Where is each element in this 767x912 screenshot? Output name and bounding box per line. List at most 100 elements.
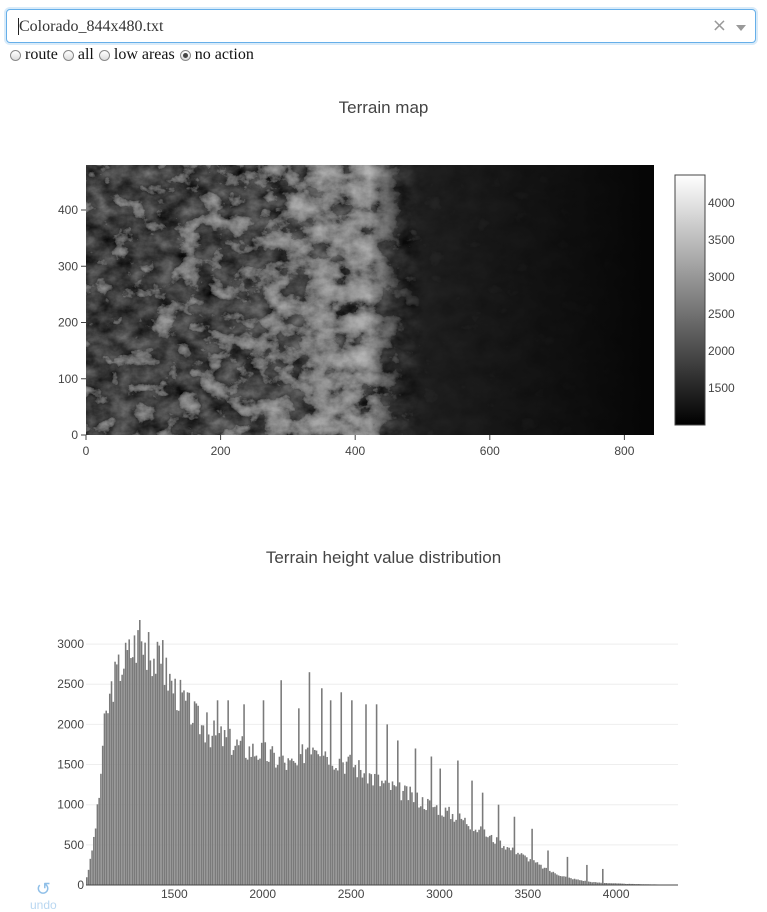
- histogram-bar: [285, 769, 288, 885]
- histogram-bar: [230, 754, 233, 885]
- heatmap-x-tick-label: 200: [211, 444, 231, 458]
- histogram-bar: [589, 881, 592, 885]
- histogram-bar: [163, 684, 166, 885]
- histogram-bar: [614, 883, 616, 885]
- histogram-bar: [253, 756, 256, 885]
- histogram-bar: [154, 673, 157, 885]
- histogram-bar: [603, 883, 606, 885]
- histogram-bar: [372, 785, 374, 885]
- histogram-bar: [368, 773, 371, 885]
- histogram-bar: [375, 704, 378, 885]
- histogram-bar: [571, 879, 574, 885]
- histogram-bar: [591, 882, 593, 885]
- histogram-bar: [556, 874, 558, 885]
- histogram-bar: [437, 814, 440, 885]
- histogram-bar: [151, 676, 153, 885]
- radio-low-areas[interactable]: low areas: [98, 46, 175, 64]
- histogram-bar: [266, 761, 268, 885]
- histogram-bar: [444, 807, 447, 885]
- histogram-bar: [541, 868, 544, 885]
- histogram-bar: [296, 765, 298, 885]
- histogram-bar: [268, 761, 270, 885]
- histogram-bar: [481, 792, 484, 885]
- clear-icon[interactable]: ×: [711, 15, 727, 36]
- histogram-bar: [398, 782, 401, 885]
- heatmap-y-tick-label: 400: [58, 203, 78, 217]
- undo-button[interactable]: ↺ undo: [30, 880, 57, 912]
- histogram-title: Terrain height value distribution: [265, 548, 502, 567]
- file-select[interactable]: Colorado_844x480.txt ×: [6, 9, 756, 43]
- histogram-bar: [587, 881, 590, 885]
- histogram-bar: [273, 752, 275, 885]
- histogram-bar: [305, 749, 307, 885]
- histogram-bar: [624, 883, 627, 885]
- histogram-bar: [570, 878, 572, 885]
- radio-route[interactable]: route: [10, 46, 58, 64]
- histogram-bar: [248, 746, 251, 885]
- histogram-bar: [598, 882, 601, 885]
- histogram-x-tick-label: 3000: [426, 887, 453, 901]
- histogram-bar: [513, 816, 516, 885]
- undo-icon: ↺: [35, 879, 51, 899]
- heatmap-x-tick-label: 400: [345, 444, 365, 458]
- histogram-bar: [356, 777, 358, 885]
- histogram-bar: [495, 837, 498, 885]
- histogram-bar: [626, 883, 629, 885]
- histogram-bar: [289, 760, 291, 885]
- histogram-bar: [469, 829, 472, 885]
- histogram-bar: [147, 632, 150, 885]
- histogram-bar: [237, 745, 240, 885]
- radio-low-areas-button[interactable]: [98, 49, 110, 61]
- histogram-bar: [600, 882, 602, 885]
- histogram-bar: [458, 813, 461, 885]
- histogram-bar: [573, 878, 576, 885]
- histogram-bar: [379, 786, 381, 885]
- histogram-bar: [511, 847, 514, 885]
- histogram-bar: [389, 789, 392, 885]
- heatmap-x-tick-label: 800: [614, 444, 634, 458]
- histogram-bar: [262, 700, 265, 885]
- histogram-bar: [177, 710, 180, 885]
- histogram-bar: [223, 730, 226, 885]
- histogram-bar: [174, 678, 176, 885]
- histogram-bar: [499, 840, 502, 885]
- histogram-bar: [515, 854, 517, 885]
- histogram-bar: [335, 768, 337, 885]
- histogram-bar: [453, 821, 456, 885]
- histogram-bar: [395, 786, 397, 885]
- histogram-bar: [215, 735, 217, 885]
- histogram-bar: [522, 854, 525, 885]
- histogram-bar: [188, 692, 191, 885]
- histogram-bar: [218, 733, 221, 885]
- histogram-bar: [193, 701, 196, 885]
- histogram-bar: [282, 755, 284, 885]
- histogram-bar: [494, 843, 496, 885]
- histogram-bar: [545, 867, 548, 885]
- histogram-bar: [331, 765, 334, 885]
- chevron-down-icon[interactable]: [736, 25, 746, 31]
- histogram-bar: [407, 800, 410, 885]
- histogram-bar: [404, 785, 406, 885]
- histogram-bar: [563, 876, 565, 885]
- histogram-bar: [349, 754, 351, 885]
- histogram-bar: [278, 756, 281, 885]
- histogram-bar: [250, 756, 252, 885]
- histogram-bar: [483, 829, 486, 885]
- histogram-bar: [586, 864, 588, 885]
- radio-route-button[interactable]: [10, 49, 21, 61]
- heatmap-x-tick-label: 0: [83, 444, 90, 458]
- histogram-bar: [186, 692, 189, 885]
- histogram-bar: [146, 669, 148, 885]
- histogram-bar: [623, 883, 625, 885]
- histogram-bar: [471, 780, 473, 885]
- histogram-bar: [393, 785, 396, 885]
- histogram-bar: [100, 773, 102, 885]
- histogram-bar: [536, 862, 539, 885]
- radio-all[interactable]: all: [62, 46, 94, 64]
- histogram-bar: [462, 820, 464, 885]
- radio-all-button[interactable]: [62, 49, 74, 61]
- histogram-bar: [259, 758, 261, 885]
- radio-no-action[interactable]: no action: [179, 46, 254, 64]
- radio-no-action-button[interactable]: [179, 49, 191, 61]
- histogram-bar: [236, 739, 238, 885]
